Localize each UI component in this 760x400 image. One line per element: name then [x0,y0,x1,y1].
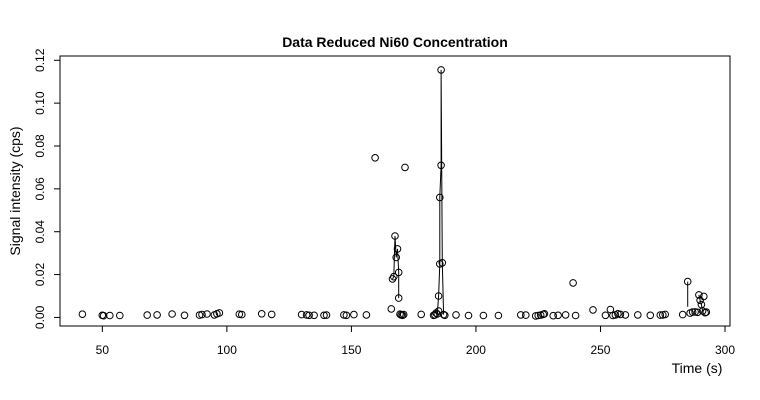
data-point [238,310,246,319]
data-point [601,311,610,320]
data-point [198,310,206,319]
data-point [678,310,687,319]
data-point [398,311,407,320]
data-point [434,292,443,300]
data-point [106,311,114,320]
data-point [549,311,558,320]
y-tick-label: 0.00 [33,305,47,329]
data-point [394,294,403,302]
data-point [656,311,665,319]
x-tick-label: 100 [217,343,237,357]
data-point [340,311,348,319]
data-point [310,311,318,320]
data-point [437,161,445,170]
x-tick-label: 150 [341,343,361,357]
data-point [302,311,311,319]
data-point [691,308,699,316]
data-point [432,309,440,317]
y-axis: 0.00 0.02 0.04 0.06 0.08 0.10 0.12 [33,48,60,329]
data-point [342,311,351,320]
data-point [203,310,211,318]
data-point [322,311,331,319]
data-point [168,310,176,318]
data-point [522,311,530,319]
x-axis-label: Time (s) [672,360,723,376]
x-tick-label: 300 [715,343,735,357]
data-point [116,311,124,320]
data-point [693,308,702,317]
data-point [571,311,580,320]
data-points [78,66,711,320]
data-point [417,310,426,319]
data-point [452,311,460,319]
data-point [702,308,711,316]
data-point [436,193,444,202]
data-point [464,311,473,320]
data-point [437,66,445,74]
data-point [683,277,692,286]
data-point [561,311,570,319]
connector-lines [392,69,704,315]
data-point [688,308,697,316]
x-tick-label: 250 [590,343,610,357]
data-point [589,306,597,314]
data-point [494,311,503,320]
data-point [434,307,443,315]
data-point [399,310,408,319]
data-point [320,311,328,320]
data-point [362,311,371,319]
data-point [441,311,449,320]
y-tick-label: 0.04 [33,220,47,244]
data-point [267,310,276,319]
data-point [540,310,549,318]
data-point [235,310,244,319]
data-point [646,311,655,320]
data-point [616,310,625,319]
data-point [297,310,306,319]
data-point [661,310,670,319]
y-tick-label: 0.12 [33,48,47,72]
data-point [438,259,447,267]
data-point [621,311,630,319]
data-point [143,311,151,319]
data-point [479,311,488,320]
data-point [401,163,409,172]
data-point [78,310,87,319]
y-tick-label: 0.02 [33,263,47,287]
data-point [371,154,379,162]
y-tick-label: 0.10 [33,91,47,115]
x-tick-label: 50 [96,343,110,357]
series-line [392,235,400,299]
data-point [180,311,189,320]
data-point [700,292,708,301]
data-point [517,311,525,319]
plot-frame [59,55,731,327]
data-point [257,310,266,318]
data-point [391,232,399,240]
data-point [390,272,398,281]
data-point [531,312,540,320]
data-point [554,311,562,320]
data-point [392,253,401,262]
series-line [436,69,445,315]
data-point [695,291,703,299]
data-point [387,305,396,313]
x-axis: 50 100 150 200 250 300 [96,326,735,357]
y-tick-label: 0.06 [33,177,47,201]
data-point [153,311,161,319]
data-point [393,245,402,253]
data-point [350,310,358,319]
y-axis-label: Signal intensity (cps) [7,126,23,255]
x-tick-label: 200 [466,343,486,357]
y-tick-label: 0.08 [33,134,47,158]
data-point [215,309,224,317]
data-point [305,311,313,320]
data-point [634,311,642,319]
data-point [439,310,448,319]
chart-title: Data Reduced Ni60 Concentration [282,34,508,50]
data-point [394,268,403,277]
data-point [569,279,577,287]
